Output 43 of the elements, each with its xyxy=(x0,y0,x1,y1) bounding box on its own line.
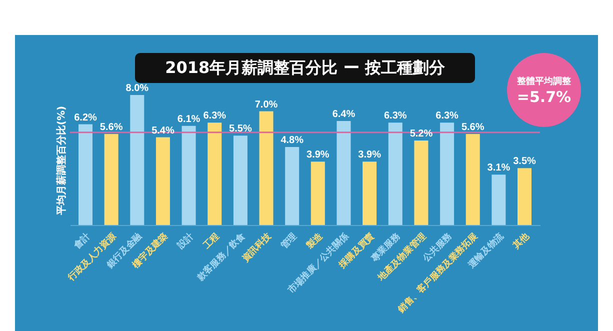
x-tick-label: 設計 xyxy=(174,230,196,252)
data-label: 6.2% xyxy=(74,112,97,124)
y-axis-title: 平均月薪調整百分比(%) xyxy=(56,106,68,216)
bar xyxy=(336,121,351,225)
data-label: 3.1% xyxy=(487,162,510,174)
bar xyxy=(362,162,377,225)
bar xyxy=(492,174,506,225)
x-tick-label: 管理 xyxy=(278,230,300,252)
data-label: 5.6% xyxy=(100,122,123,133)
data-label: 6.4% xyxy=(332,109,356,120)
bar xyxy=(414,140,428,225)
bar xyxy=(466,134,480,225)
bar xyxy=(130,95,144,225)
data-label: 6.3% xyxy=(436,110,459,122)
x-tick-label: 工程 xyxy=(200,230,222,252)
bar xyxy=(259,111,274,225)
bar xyxy=(310,162,325,225)
data-label: 3.9% xyxy=(306,150,330,161)
bar xyxy=(388,122,402,225)
x-tick-label: 會計 xyxy=(71,230,93,252)
bar xyxy=(156,137,170,225)
bar xyxy=(208,122,222,225)
bar xyxy=(233,136,248,225)
data-label: 3.5% xyxy=(513,156,536,168)
bar xyxy=(78,124,92,225)
chart-title: 2018年月薪調整百分比 ー 按工種劃分 xyxy=(135,53,475,83)
ref-line-label: 整體平均調整 =5.7% xyxy=(516,75,572,106)
data-label: 7.0% xyxy=(254,99,278,110)
x-tick-label: 其他 xyxy=(510,230,532,252)
bar xyxy=(518,168,532,225)
speech-bubble: 整體平均調整 =5.7% xyxy=(507,53,581,127)
bar xyxy=(440,122,454,225)
data-label: 5.6% xyxy=(461,122,484,133)
data-label: 6.3% xyxy=(203,110,226,122)
bar xyxy=(182,126,196,225)
data-label: 8.0% xyxy=(126,83,149,94)
x-tick-label: 製造 xyxy=(304,230,326,252)
data-label: 6.3% xyxy=(384,110,407,122)
data-label: 4.8% xyxy=(280,135,304,146)
bar xyxy=(285,147,300,225)
data-label: 6.1% xyxy=(177,114,200,125)
data-label: 3.9% xyxy=(358,150,382,161)
bar xyxy=(104,134,118,225)
